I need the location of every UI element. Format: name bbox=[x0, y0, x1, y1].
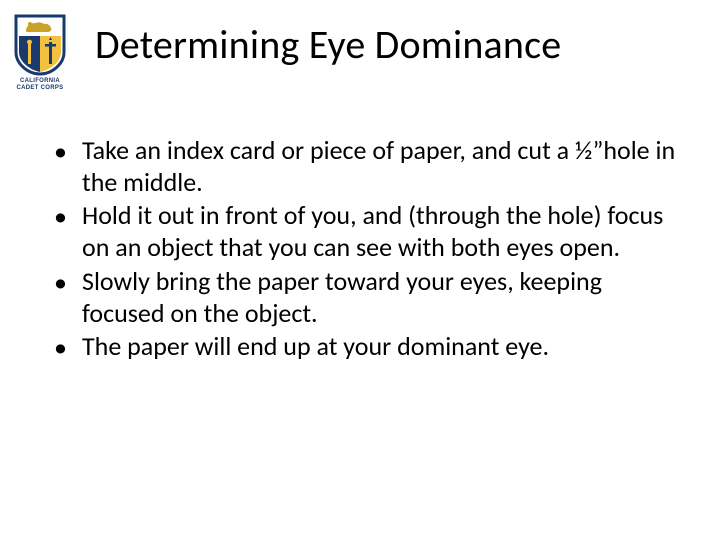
slide: CALIFORNIA CADET CORPS Determining Eye D… bbox=[0, 0, 720, 540]
shield-icon bbox=[14, 14, 66, 76]
bullet-marker: • bbox=[52, 266, 82, 299]
list-item: • Take an index card or piece of paper, … bbox=[52, 135, 680, 198]
bullet-text: The paper will end up at your dominant e… bbox=[82, 331, 680, 363]
bullet-marker: • bbox=[52, 135, 82, 168]
bullet-list: • Take an index card or piece of paper, … bbox=[52, 135, 680, 366]
list-item: • The paper will end up at your dominant… bbox=[52, 331, 680, 364]
bullet-marker: • bbox=[52, 331, 82, 364]
org-logo: CALIFORNIA CADET CORPS bbox=[10, 14, 70, 91]
bullet-text: Take an index card or piece of paper, an… bbox=[82, 135, 680, 198]
bullet-marker: • bbox=[52, 200, 82, 233]
slide-title: Determining Eye Dominance bbox=[95, 20, 561, 69]
org-name-line2: CADET CORPS bbox=[10, 85, 70, 92]
org-name-line1: CALIFORNIA bbox=[10, 78, 70, 85]
bullet-text: Hold it out in front of you, and (throug… bbox=[82, 200, 680, 263]
list-item: • Hold it out in front of you, and (thro… bbox=[52, 200, 680, 263]
list-item: • Slowly bring the paper toward your eye… bbox=[52, 266, 680, 329]
bullet-text: Slowly bring the paper toward your eyes,… bbox=[82, 266, 680, 329]
org-name: CALIFORNIA CADET CORPS bbox=[10, 78, 70, 91]
